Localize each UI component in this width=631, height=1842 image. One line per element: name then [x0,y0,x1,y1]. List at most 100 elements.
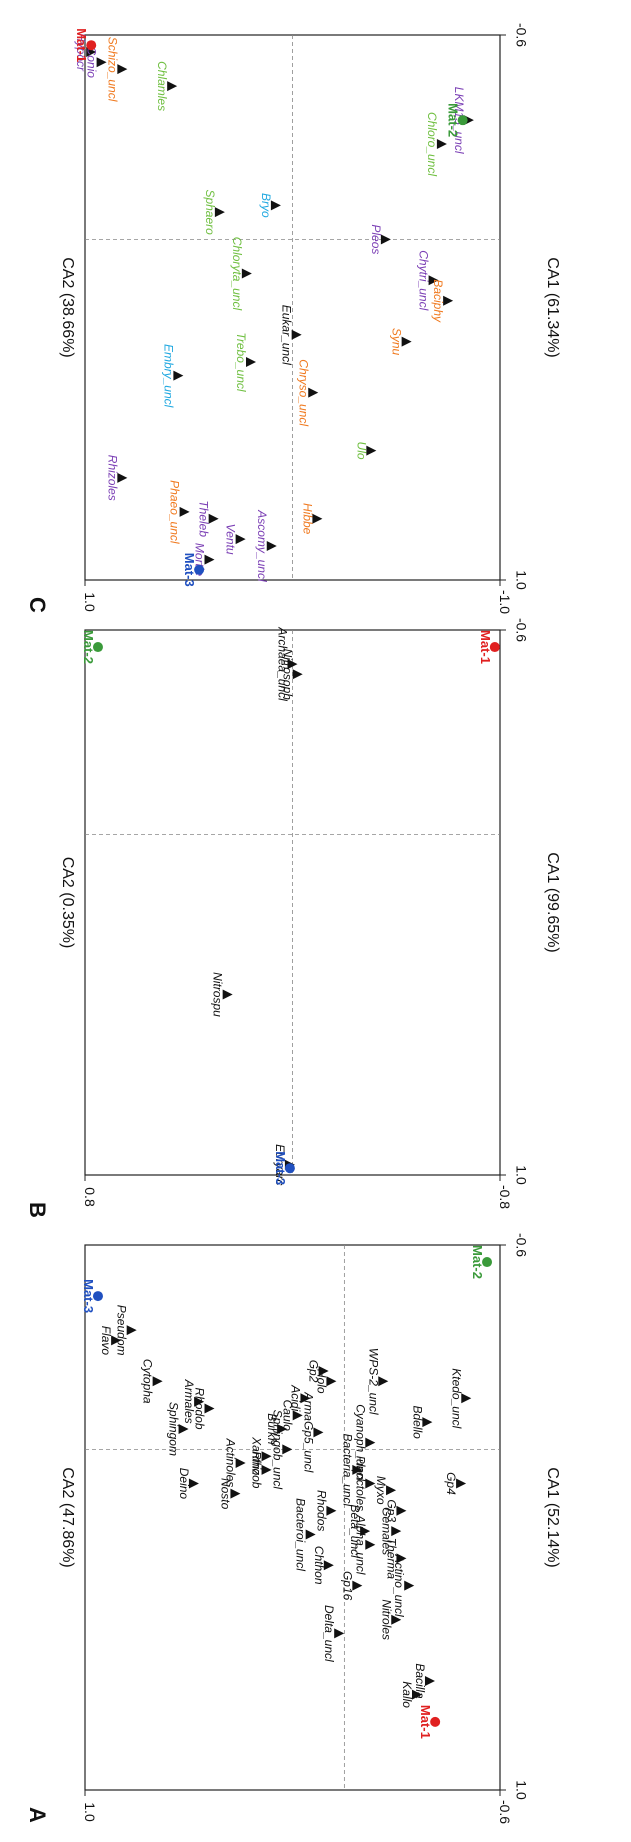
taxon-label: Pseudom [115,1305,129,1356]
taxon-point [365,1478,376,1489]
taxon-label: Gp4 [444,1472,458,1495]
taxon-label: Euryarc [273,1144,287,1185]
taxon-label: Archaea_uncl [276,626,290,701]
y-tick-label: -0.6 [497,1800,513,1824]
taxon-label: ArmaGp5_uncl [301,1391,315,1472]
taxon-label: Flavo [99,1326,113,1356]
taxon-point [282,1444,293,1455]
taxon-label: Deino [177,1468,191,1500]
taxon-point [422,1417,433,1428]
taxon-label: Xantho [250,1436,264,1475]
sample-point [489,642,500,653]
x-axis-label: CA1 (61.34%) [544,257,561,358]
taxon-label: Ulo [354,442,368,460]
sample-point [430,1716,441,1727]
taxon-label: Rhizob [250,1451,264,1489]
y-axis-label: CA2 (38.66%) [59,257,76,358]
taxon-label: Sphingom [167,1402,181,1456]
taxon-point [428,275,439,286]
taxon-label: Alpha_uncl [353,1514,367,1575]
taxon-point [326,1505,337,1516]
taxon-point [117,472,128,483]
taxon-label: Bryo [259,193,273,218]
y-tick-label: -0.8 [497,1185,513,1209]
x-tick-label: -0.6 [513,23,529,47]
taxon-label: Nitroles [379,1599,393,1640]
taxon-label: Actino_uncl [392,1554,406,1617]
taxon-point [404,1580,415,1591]
taxon-label: Bacilla [413,1663,427,1699]
taxon-point [277,1423,288,1434]
taxon-point [178,1423,189,1434]
taxon-point [126,1325,137,1336]
taxon-point [300,1393,311,1404]
sample-label: Mat-3 [81,1279,96,1313]
taxon-point [266,540,277,551]
taxon-label: Nosto [218,1478,232,1510]
taxon-label: Gp3 [384,1499,398,1522]
taxon-label: Sphaero [203,189,217,235]
x-axis-label: CA1 (99.65%) [544,852,561,953]
taxon-label: Beta_uncl [348,1504,362,1558]
taxon-point [456,1478,467,1489]
taxon-label: Sphingob_uncl [270,1410,284,1490]
taxon-point [378,1376,389,1387]
taxon-label: Gp16 [340,1571,354,1601]
panel-letter: C [25,597,50,613]
taxon-point [352,1464,363,1475]
taxon-point [396,1553,407,1564]
taxon-point [292,669,303,680]
y-axis-label: CA2 (47.86%) [59,1467,76,1568]
taxon-point [230,1488,241,1499]
taxon-point [246,357,256,367]
taxon-point [401,336,412,347]
taxon-label: Planctoles [353,1456,367,1511]
taxon-point [312,513,323,524]
sample-point [457,115,468,126]
sample-label: Mat-1 [478,630,493,664]
taxon-point [334,1628,345,1639]
taxon-point [412,1689,422,1700]
taxon-point [292,1410,303,1421]
taxon-point [173,370,184,381]
taxon-label: Chloryta_uncl [230,237,244,311]
taxon-label: WPS-2_uncl [366,1348,380,1415]
taxon-label: Baciphy [431,279,445,323]
taxon-label: Embry_uncl [161,344,175,408]
taxon-label: Caulo [281,1400,295,1432]
x-tick-label: 1.0 [513,1780,529,1800]
taxon-point [270,200,281,211]
taxon-point [111,1335,122,1346]
taxon-label: Ventu [224,524,238,555]
taxon-label: Eukar_uncl [280,305,294,365]
x-tick-label: 1.0 [513,1165,529,1185]
taxon-label: Chryso_uncl [296,359,310,426]
y-tick-label: 0.8 [82,1187,98,1207]
taxon-label: Actinoles [224,1438,238,1488]
taxon-label: Chytri_uncl [417,250,431,310]
sample-label: Mat-1 [418,1705,433,1739]
sample-point [194,564,205,575]
taxon-label: Therma [384,1538,398,1580]
sample-point [482,1257,493,1268]
taxon-point [380,234,391,245]
taxon-point [117,64,128,75]
taxon-label: Rhizoles [105,455,119,501]
taxon-point [360,1526,371,1537]
x-tick-label: -0.6 [513,1233,529,1257]
plot-frame [84,1244,501,1791]
taxon-point [436,139,447,149]
taxon-point [318,1366,329,1377]
taxon-label: Ascomy_uncl [255,509,269,582]
taxon-point [391,1614,402,1625]
sample-label: Mat-2 [470,1245,485,1279]
taxon-point [167,81,178,92]
taxon-label: Trebo_uncl [234,332,248,391]
sample-label: Mat-3 [182,553,197,587]
taxon-label: Chloro_uncl [425,112,439,176]
sample-point [92,642,103,653]
taxon-label: Nitrosoph [281,649,295,701]
taxon-label: Bacteroi_uncl [294,1498,308,1571]
